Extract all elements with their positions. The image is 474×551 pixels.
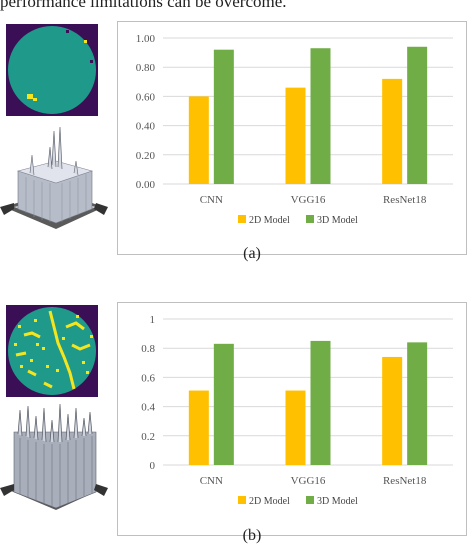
wafer-map-a [6, 24, 98, 116]
y-tick-label: 1.00 [136, 33, 156, 45]
bar-3d-model-cnn [213, 343, 234, 465]
bar-chart-panel-a: 0.00 0.20 0.40 0.60 0.80 1.00 CNN VGG16 ResNet18… [117, 21, 467, 255]
legend-swatch [238, 215, 246, 223]
x-category-label: ResNet18 [383, 194, 427, 206]
bar-2d-model-resnet18 [382, 78, 403, 184]
y-tick-label: 0.8 [141, 343, 155, 355]
wafer-surface-plot-b [0, 403, 108, 510]
y-tick-label: 0.20 [136, 150, 156, 162]
bar-2d-model-cnn [188, 96, 209, 184]
wafer-surface-plot-a [0, 126, 108, 229]
figure-caption-a: (a) [243, 245, 261, 262]
y-tick-label: 1 [150, 314, 156, 326]
y-tick-label: 0.80 [136, 62, 156, 74]
x-category-label: ResNet18 [383, 475, 427, 487]
bar-chart-b: 0 0.2 0.4 0.6 0.8 1 CNN VGG16 ResNet18 2D Model 3D… [141, 314, 453, 507]
y-tick-label: 0.60 [136, 91, 156, 103]
x-category-label: CNN [200, 475, 223, 487]
bar-chart-a: 0.00 0.20 0.40 0.60 0.80 1.00 CNN VGG16 ResNet18… [136, 33, 453, 226]
legend-swatch [306, 496, 314, 504]
y-tick-label: 0.2 [141, 431, 155, 443]
legend-label: 2D Model [249, 496, 290, 507]
bar-2d-model-vgg16 [285, 390, 306, 465]
y-tick-label: 0.00 [136, 179, 156, 191]
x-category-label: CNN [200, 194, 223, 206]
bar-chart-panel-b: 0 0.2 0.4 0.6 0.8 1 CNN VGG16 ResNet18 2D Model 3D… [117, 302, 467, 536]
bar-3d-model-resnet18 [407, 46, 428, 184]
legend-label: 3D Model [317, 215, 358, 226]
bar-3d-model-cnn [213, 49, 234, 185]
bar-3d-model-vgg16 [310, 340, 331, 465]
bar-3d-model-resnet18 [407, 342, 428, 465]
y-tick-label: 0.6 [141, 372, 155, 384]
x-category-label: VGG16 [291, 194, 326, 206]
bar-2d-model-vgg16 [285, 87, 306, 184]
x-category-label: VGG16 [291, 475, 326, 487]
bar-2d-model-cnn [188, 390, 209, 465]
y-tick-label: 0.4 [141, 402, 155, 414]
wafer-map-b [6, 305, 98, 397]
bar-3d-model-vgg16 [310, 48, 331, 184]
legend-label: 3D Model [317, 496, 358, 507]
figure-caption-b: (b) [242, 527, 262, 544]
legend-label: 2D Model [249, 215, 290, 226]
bar-2d-model-resnet18 [382, 356, 403, 465]
y-tick-label: 0 [150, 460, 156, 472]
legend-swatch [238, 496, 246, 504]
legend-swatch [306, 215, 314, 223]
intro-text-line: performance limitations can be overcome. [0, 0, 287, 11]
y-tick-label: 0.40 [136, 121, 156, 133]
